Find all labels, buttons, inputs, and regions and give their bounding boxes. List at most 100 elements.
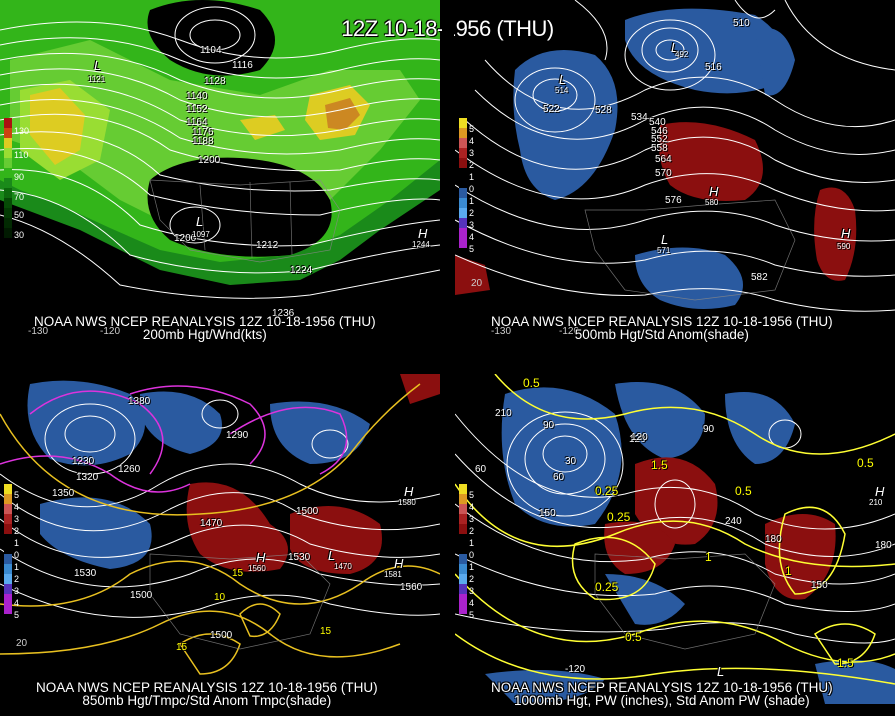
contour-label: 1104 bbox=[200, 45, 222, 56]
cb-label: 4 bbox=[469, 502, 475, 512]
contour-label: 522 bbox=[543, 104, 560, 115]
cb-label: 2 bbox=[469, 574, 475, 584]
contour-label: 60 bbox=[553, 472, 565, 483]
contour-label: 90 bbox=[543, 420, 555, 431]
contour-label: 540 bbox=[649, 117, 666, 128]
map-200mb bbox=[0, 0, 440, 344]
cb-label: 1 bbox=[469, 562, 475, 572]
contour-label: 1470 bbox=[200, 518, 223, 529]
pw-label: 1.5 bbox=[651, 458, 668, 472]
low-center-value: 492 bbox=[675, 50, 689, 59]
pw-label: 1 bbox=[705, 550, 712, 564]
cb-label: 0 bbox=[469, 184, 475, 194]
high-center-value: 580 bbox=[705, 198, 719, 207]
cb-label: 90 bbox=[14, 172, 25, 182]
contour-label: 1116 bbox=[232, 60, 253, 71]
map-850mb bbox=[0, 374, 440, 716]
cb-label: 4 bbox=[14, 502, 20, 512]
cb-label: 130 bbox=[14, 126, 30, 136]
contour-label: 1164 bbox=[186, 117, 208, 128]
lon-tick: -120 bbox=[100, 326, 121, 337]
contour-label: 1350 bbox=[52, 488, 75, 499]
cb-label: 110 bbox=[14, 150, 29, 160]
contour-label: 1260 bbox=[118, 464, 141, 475]
contour-label: 552 bbox=[651, 134, 668, 145]
low-center: L bbox=[559, 72, 567, 87]
cb-label: 1 bbox=[14, 538, 20, 548]
contour-label: 180 bbox=[875, 540, 892, 551]
cb-label: 0 bbox=[14, 550, 20, 560]
contour-label: 582 bbox=[751, 272, 768, 283]
cb-label: 1 bbox=[469, 538, 475, 548]
cb-label: 4 bbox=[14, 598, 20, 608]
cb-label: 3 bbox=[14, 586, 20, 596]
cb-label: 2 bbox=[469, 208, 475, 218]
colorbar-200mb bbox=[4, 118, 12, 238]
contour-label: 90 bbox=[703, 424, 715, 435]
contour-label: -120 bbox=[565, 664, 586, 675]
lat-tick: 20 bbox=[16, 638, 28, 649]
contour-label: 1230 bbox=[72, 456, 95, 467]
contour-label: 240 bbox=[725, 516, 742, 527]
lat-tick: 20 bbox=[471, 278, 483, 289]
high-center: H bbox=[875, 484, 885, 499]
contour-label: 1188 bbox=[192, 136, 214, 147]
panel-caption: NOAA NWS NCEP REANALYSIS 12Z 10-18-1956 … bbox=[34, 314, 376, 342]
contour-label: 120 bbox=[631, 432, 648, 443]
low-center: L bbox=[661, 232, 669, 247]
contour-label: 60 bbox=[475, 464, 487, 475]
contour-label: 516 bbox=[705, 62, 722, 73]
high-center-value: 210 bbox=[869, 498, 883, 507]
contour-label: 1530 bbox=[288, 552, 311, 563]
contour-label: 1200 bbox=[198, 155, 221, 166]
caption-line1: NOAA NWS NCEP REANALYSIS 12Z 10-18-1956 … bbox=[491, 680, 833, 695]
contour-label: 1500 bbox=[130, 590, 153, 601]
cb-label: 50 bbox=[14, 210, 25, 220]
temp-label: 15 bbox=[176, 642, 188, 653]
pw-label: 0.25 bbox=[595, 484, 619, 498]
cb-label: 3 bbox=[469, 586, 475, 596]
cb-label: 5 bbox=[469, 490, 475, 500]
low-center: L bbox=[671, 40, 679, 55]
contour-label: 534 bbox=[631, 112, 648, 123]
contour-label: 1500 bbox=[296, 506, 319, 517]
contour-label: 180 bbox=[765, 534, 782, 545]
panel-200mb: 130 110 90 70 50 30 1104 1116 1128 1140 … bbox=[0, 0, 440, 344]
colorbar-pw bbox=[459, 484, 467, 614]
colorbar-850mb bbox=[4, 484, 12, 614]
lon-tick: -130 bbox=[491, 326, 512, 337]
low-center-value: 514 bbox=[555, 86, 569, 95]
pw-label: 1 bbox=[785, 564, 792, 578]
contour-label: 1212 bbox=[256, 240, 279, 251]
low-center-value: 1121 bbox=[88, 75, 106, 84]
contour-label: 1152 bbox=[186, 104, 208, 115]
cb-label: 1 bbox=[469, 196, 475, 206]
low-center: L bbox=[94, 58, 102, 73]
contour-label: 546 bbox=[651, 126, 668, 137]
high-center-value: 1244 bbox=[412, 240, 430, 249]
contour-label: 510 bbox=[733, 18, 750, 29]
panel-caption: NOAA NWS NCEP REANALYSIS 12Z 10-18-1956 … bbox=[491, 314, 833, 342]
cb-label: 4 bbox=[469, 232, 475, 242]
contour-label: 1200 bbox=[174, 233, 197, 244]
pw-label: 0.5 bbox=[735, 484, 752, 498]
caption-line2: 200mb Hgt/Wnd(kts) bbox=[142, 327, 267, 342]
high-center: H bbox=[404, 484, 414, 499]
cb-label: 3 bbox=[469, 514, 475, 524]
panel-caption: NOAA NWS NCEP REANALYSIS 12Z 10-18-1956 … bbox=[491, 680, 833, 708]
high-center: H bbox=[256, 550, 266, 565]
cb-label: 2 bbox=[469, 160, 475, 170]
colorbar-500mb bbox=[459, 118, 467, 248]
high-center: H bbox=[394, 556, 404, 571]
contour-label: 210 bbox=[495, 408, 512, 419]
contour-label: 120 bbox=[629, 434, 646, 445]
cb-label: 30 bbox=[14, 230, 25, 240]
contour-label: 150 bbox=[811, 580, 828, 591]
high-center-value: 1580 bbox=[398, 498, 416, 507]
high-center: H bbox=[709, 184, 719, 199]
caption-line2: 500mb Hgt/Std Anom(shade) bbox=[574, 327, 749, 342]
high-center: H bbox=[418, 226, 428, 241]
pw-label: 0.5 bbox=[857, 456, 874, 470]
contour-label: 1530 bbox=[74, 568, 97, 579]
contour-label: 576 bbox=[665, 195, 682, 206]
